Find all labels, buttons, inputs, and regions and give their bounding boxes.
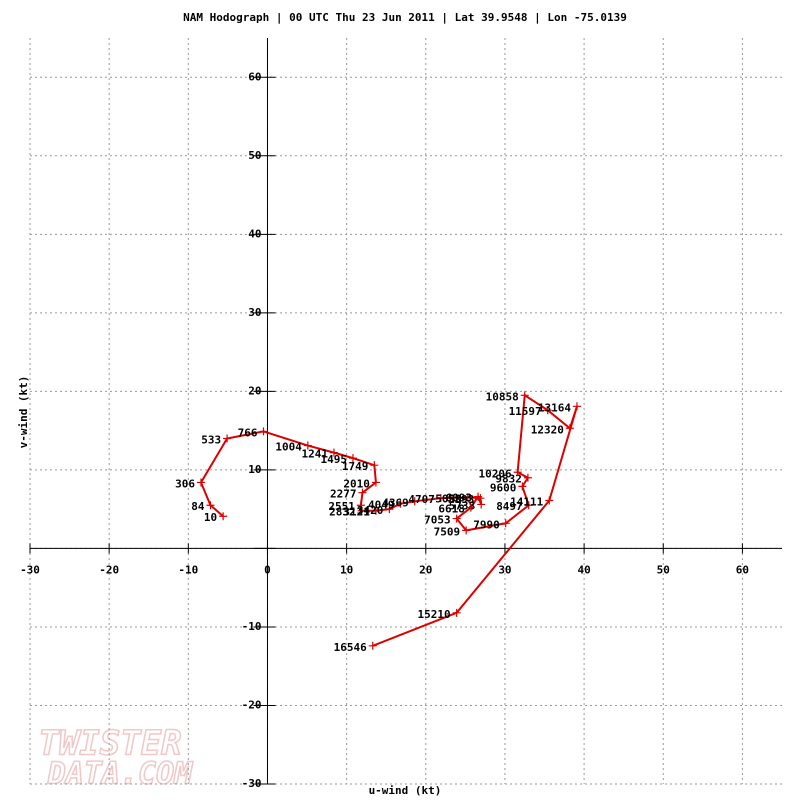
height-label: 2832 (329, 506, 356, 519)
x-tick-label: 20 (419, 563, 432, 576)
height-label: 6618 (438, 503, 465, 516)
height-label: 7053 (424, 514, 451, 527)
point-marker (371, 506, 380, 515)
x-tick-label: 40 (577, 563, 590, 576)
height-label: 9832 (495, 473, 522, 486)
y-tick-label: 40 (248, 227, 261, 240)
height-label: 10 (204, 511, 217, 524)
height-label: 14111 (510, 496, 543, 509)
height-label: 3420 (357, 504, 384, 517)
point-marker (466, 503, 475, 512)
y-tick-label: 60 (248, 70, 261, 83)
point-marker (357, 506, 366, 515)
y-tick-label: 30 (248, 306, 261, 319)
height-label: 533 (201, 433, 221, 446)
height-label: 7509 (434, 525, 461, 538)
point-marker (223, 434, 232, 443)
point-marker (462, 526, 471, 535)
point-marker (370, 461, 379, 470)
height-label: 5050 (435, 492, 462, 505)
height-label: 306 (175, 477, 195, 490)
point-marker (196, 478, 205, 487)
x-tick-label: 60 (736, 563, 749, 576)
y-tick-label: 50 (248, 149, 261, 162)
point-marker (452, 608, 461, 617)
y-tick-label: 20 (248, 384, 261, 397)
point-marker (329, 448, 338, 457)
point-marker (523, 473, 532, 482)
point-marker (518, 482, 527, 491)
x-axis-label: u-wind (kt) (369, 784, 442, 797)
height-label: 1749 (342, 460, 369, 473)
point-marker (501, 519, 510, 528)
point-marker (206, 501, 215, 510)
point-marker (348, 454, 357, 463)
height-label: 12320 (531, 423, 564, 436)
x-tick-label: -30 (20, 563, 40, 576)
point-marker (219, 512, 228, 521)
point-marker (410, 497, 419, 506)
height-label: 4707 (408, 493, 435, 506)
watermark: DATA.COM (47, 757, 193, 792)
point-marker (303, 441, 312, 450)
point-marker (545, 496, 554, 505)
height-label: 2551 (328, 500, 355, 513)
height-label: 84 (191, 500, 205, 513)
x-tick-label: -10 (178, 563, 198, 576)
y-axis-label: v-wind (kt) (17, 376, 30, 449)
height-label: 10858 (486, 390, 519, 403)
x-tick-label: -20 (99, 563, 119, 576)
x-tick-label: 10 (340, 563, 353, 576)
point-marker (524, 501, 533, 510)
height-label: 6093 (446, 492, 473, 505)
y-tick-label: -20 (242, 698, 262, 711)
point-marker (356, 501, 365, 510)
point-marker (463, 493, 472, 502)
height-label: 10206 (478, 467, 511, 480)
y-tick-label: 10 (248, 463, 261, 476)
height-label: 13164 (538, 401, 571, 414)
point-marker (358, 488, 367, 497)
point-marker (572, 402, 581, 411)
point-marker (477, 500, 486, 509)
height-label: 766 (238, 426, 258, 439)
height-label: 7990 (473, 518, 500, 531)
height-label: 2010 (343, 477, 370, 490)
height-label: 1241 (301, 448, 328, 461)
height-label: 11597 (509, 405, 542, 418)
point-marker (396, 499, 405, 508)
height-label: 5393 (448, 493, 475, 506)
watermark: TWISTER (38, 724, 181, 764)
point-marker (565, 424, 574, 433)
point-marker (385, 505, 394, 514)
point-marker (520, 391, 529, 400)
height-label: 1495 (320, 453, 347, 466)
point-marker (543, 406, 552, 415)
point-marker (259, 427, 268, 436)
x-tick-label: 30 (498, 563, 511, 576)
height-label: 2277 (330, 488, 357, 501)
y-tick-label: -30 (242, 777, 262, 790)
height-label: 5738 (449, 499, 476, 512)
point-marker (368, 641, 377, 650)
height-label: 15210 (418, 608, 451, 621)
height-label: 4049 (368, 499, 395, 512)
height-label: 1004 (275, 441, 302, 454)
height-label: 8497 (496, 500, 523, 513)
point-marker (452, 514, 461, 523)
y-tick-label: -10 (242, 620, 262, 633)
point-marker (436, 494, 445, 503)
height-label: 16546 (334, 641, 367, 654)
chart-title: NAM Hodograph | 00 UTC Thu 23 Jun 2011 |… (183, 11, 627, 24)
point-marker (474, 492, 483, 501)
height-label: 9600 (490, 481, 517, 494)
x-tick-label: 50 (657, 563, 670, 576)
point-marker (513, 468, 522, 477)
height-label: 3121 (343, 506, 370, 519)
point-marker (371, 478, 380, 487)
height-label: 4369 (382, 496, 409, 509)
